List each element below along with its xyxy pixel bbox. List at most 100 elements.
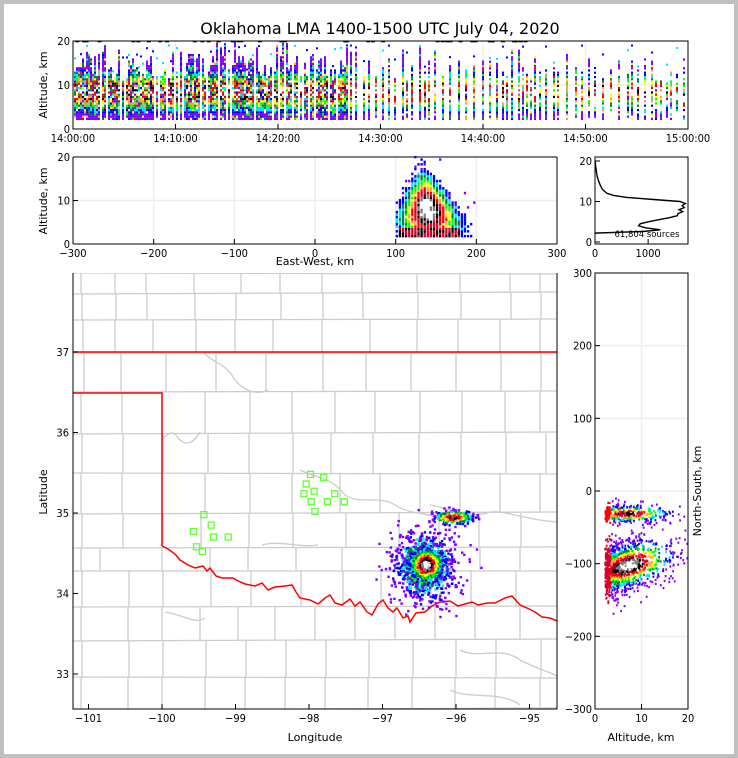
source-pixel: [388, 117, 390, 120]
source-pixel: [489, 57, 491, 60]
source-pixel: [264, 78, 266, 81]
source-pixel: [406, 95, 408, 98]
source-pixel: [102, 86, 104, 90]
source-pixel: [534, 71, 536, 74]
source-pixel: [416, 552, 419, 556]
source-pixel: [148, 100, 150, 103]
source-pixel: [286, 67, 288, 70]
source-pixel: [238, 64, 240, 68]
source-pixel: [232, 75, 234, 79]
source-pixel: [350, 73, 352, 76]
source-pixel: [522, 106, 524, 109]
source-pixel: [152, 50, 154, 53]
source-pixel: [136, 73, 138, 76]
source-pixel: [402, 108, 404, 112]
source-pixel: [286, 71, 288, 74]
source-pixel: [220, 53, 222, 57]
source-pixel: [286, 113, 288, 116]
source-pixel: [439, 191, 442, 195]
source-pixel: [98, 56, 100, 59]
source-pixel: [458, 86, 460, 90]
source-pixel: [104, 73, 106, 76]
source-pixel: [404, 203, 408, 207]
source-pixel: [264, 91, 266, 94]
source-pixel: [489, 100, 491, 103]
source-pixel: [216, 71, 218, 74]
source-pixel: [400, 548, 403, 552]
source-pixel: [176, 97, 178, 101]
source-pixel: [198, 115, 200, 118]
source-pixel: [627, 106, 629, 109]
source-pixel: [252, 82, 254, 85]
source-pixel: [553, 106, 555, 109]
source-pixel: [236, 80, 238, 83]
source-pixel: [270, 73, 272, 76]
source-pixel: [375, 84, 377, 87]
source-pixel: [148, 106, 150, 109]
source-pixel: [683, 102, 685, 105]
source-pixel: [334, 73, 336, 76]
source-pixel: [210, 89, 212, 92]
source-pixel: [204, 115, 206, 118]
source-pixel: [132, 80, 134, 83]
source-pixel: [114, 104, 116, 107]
source-pixel: [192, 78, 194, 81]
source-pixel: [300, 117, 302, 120]
source-pixel: [156, 57, 158, 60]
source-pixel: [575, 69, 577, 72]
source-pixel: [190, 108, 192, 112]
source-pixel: [442, 227, 445, 231]
source-pixel: [234, 106, 236, 109]
source-pixel: [180, 64, 182, 68]
source-pixel: [270, 117, 272, 120]
source-pixel: [439, 206, 442, 209]
source-pixel: [294, 80, 296, 83]
source-pixel: [676, 100, 678, 103]
source-pixel: [434, 597, 437, 600]
source-pixel: [304, 106, 306, 109]
source-pixel: [312, 82, 314, 85]
source-pixel: [134, 93, 136, 96]
source-pixel: [610, 102, 612, 105]
source-pixel: [637, 108, 639, 112]
source-pixel: [408, 196, 411, 200]
source-pixel: [449, 78, 451, 81]
source-pixel: [304, 108, 306, 112]
source-pixel: [394, 115, 396, 118]
source-pixel: [442, 80, 444, 83]
source-pixel: [140, 113, 142, 116]
source-pixel: [150, 106, 152, 109]
source-pixel: [416, 593, 420, 596]
source-pixel: [118, 60, 120, 63]
source-pixel: [318, 115, 320, 118]
source-pixel: [260, 95, 262, 98]
source-pixel: [411, 189, 414, 192]
source-pixel: [82, 93, 84, 96]
source-pixel: [340, 100, 342, 103]
source-pixel: [198, 73, 200, 76]
source-pixel: [442, 93, 444, 96]
source-pixel: [334, 84, 336, 87]
source-pixel: [439, 234, 442, 238]
source-pixel: [439, 218, 442, 221]
source-pixel: [136, 82, 138, 85]
source-pixel: [122, 89, 124, 92]
source-pixel: [184, 89, 186, 92]
source-pixel: [618, 62, 620, 65]
source-pixel: [216, 64, 218, 68]
source-pixel: [204, 97, 206, 101]
source-pixel: [220, 108, 222, 112]
source-pixel: [248, 108, 250, 112]
source-pixel: [581, 71, 583, 74]
source-pixel: [122, 86, 124, 90]
source-pixel: [408, 198, 411, 202]
source-pixel: [382, 97, 384, 101]
source-pixel: [445, 222, 448, 226]
source-pixel: [224, 78, 226, 81]
source-pixel: [432, 187, 436, 190]
source-pixel: [164, 71, 166, 74]
source-pixel: [240, 75, 242, 79]
source-pixel: [355, 91, 357, 94]
source-pixel: [502, 89, 504, 92]
source-pixel: [76, 86, 78, 90]
